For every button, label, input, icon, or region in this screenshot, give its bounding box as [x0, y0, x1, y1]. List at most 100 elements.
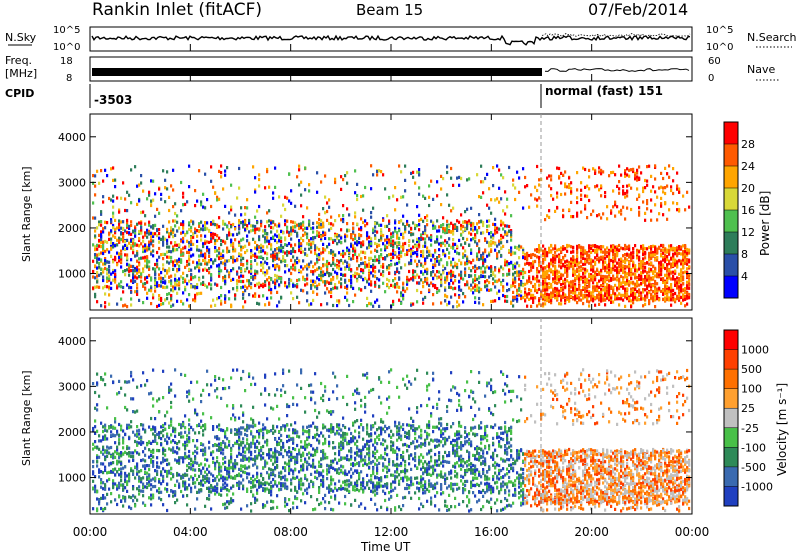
scatter-cell — [618, 264, 621, 268]
scatter-cell — [176, 262, 179, 266]
scatter-cell — [530, 268, 533, 272]
scatter-cell — [206, 262, 209, 266]
scatter-cell — [632, 263, 635, 268]
scatter-cell — [494, 226, 497, 230]
scatter-cell — [214, 258, 217, 262]
scatter-cell — [466, 237, 469, 241]
scatter-cell — [166, 255, 169, 259]
scatter-cell — [558, 289, 561, 293]
scatter-cell — [416, 224, 419, 228]
scatter-cell — [368, 282, 371, 286]
scatter-cell — [176, 279, 179, 283]
scatter-cell — [420, 278, 423, 282]
scatter-cell — [344, 235, 347, 239]
scatter-cell — [648, 258, 651, 262]
scatter-cell — [156, 258, 159, 262]
scatter-cell — [380, 272, 383, 276]
scatter-cell — [206, 285, 209, 289]
scatter-cell — [238, 252, 241, 256]
scatter-cell — [302, 277, 305, 281]
scatter-cell — [312, 290, 315, 294]
scatter-cell — [284, 219, 287, 223]
scatter-cell — [116, 284, 119, 288]
scatter-cell — [462, 252, 465, 256]
scatter-cell — [594, 169, 597, 174]
scatter-cell — [382, 265, 385, 269]
scatter-cell — [672, 288, 675, 292]
scatter-cell — [644, 279, 647, 283]
scatter-cell — [360, 226, 363, 230]
scatter-cell — [452, 226, 455, 230]
scatter-cell — [630, 271, 633, 275]
scatter-cell — [644, 186, 647, 190]
scatter-cell — [96, 266, 99, 270]
scatter-cell — [344, 252, 347, 256]
scatter-cell — [410, 171, 413, 175]
scatter-cell — [134, 242, 137, 246]
scatter-cell — [580, 298, 583, 302]
scatter-cell — [256, 282, 259, 286]
scatter-cell — [148, 265, 151, 269]
scatter-cell — [466, 280, 469, 284]
scatter-cell — [548, 293, 551, 297]
scatter-cell — [664, 260, 667, 264]
scatter-cell — [310, 250, 313, 254]
scatter-cell — [308, 183, 311, 187]
scatter-cell — [224, 274, 227, 278]
scatter-cell — [190, 247, 193, 251]
scatter-cell — [236, 288, 239, 292]
scatter-cell — [652, 265, 655, 269]
scatter-cell — [646, 165, 649, 169]
scatter-cell — [130, 290, 133, 294]
scatter-cell — [154, 223, 157, 227]
scatter-cell — [168, 267, 171, 271]
scatter-cell — [578, 265, 581, 269]
scatter-cell — [656, 291, 659, 295]
scatter-cell — [670, 265, 673, 269]
scatter-cell — [380, 255, 383, 259]
scatter-cell — [458, 280, 461, 284]
scatter-cell — [354, 249, 357, 253]
scatter-cell — [638, 298, 641, 302]
scatter-cell — [362, 220, 365, 225]
scatter-cell — [278, 248, 281, 252]
scatter-cell — [592, 267, 595, 271]
scatter-cell — [278, 195, 281, 199]
scatter-cell — [328, 272, 331, 276]
scatter-cell — [186, 282, 189, 286]
scatter-cell — [356, 222, 359, 226]
scatter-cell — [558, 255, 561, 259]
scatter-cell — [326, 201, 329, 205]
scatter-cell — [650, 276, 653, 280]
scatter-cell — [228, 275, 231, 279]
scatter-cell — [654, 246, 657, 250]
scatter-cell — [648, 262, 651, 266]
scatter-cell — [96, 226, 99, 230]
scatter-cell — [666, 258, 669, 262]
scatter-cell — [374, 300, 377, 304]
scatter-cell — [414, 223, 417, 227]
scatter-cell — [126, 218, 129, 222]
scatter-cell — [524, 299, 527, 303]
scatter-cell — [570, 215, 573, 219]
scatter-cell — [592, 265, 595, 269]
scatter-cell — [266, 252, 269, 256]
scatter-cell — [594, 250, 597, 254]
scatter-cell — [672, 261, 675, 265]
scatter-cell — [378, 223, 381, 227]
scatter-cell — [430, 219, 433, 223]
scatter-cell — [448, 301, 451, 305]
scatter-cell — [212, 260, 215, 264]
scatter-cell — [472, 222, 475, 226]
scatter-cell — [570, 190, 573, 194]
scatter-cell — [156, 228, 159, 233]
scatter-cell — [528, 279, 531, 283]
scatter-cell — [550, 270, 553, 274]
scatter-cell — [126, 209, 129, 213]
scatter-cell — [608, 264, 611, 268]
scatter-cell — [228, 231, 231, 235]
scatter-cell — [602, 212, 605, 216]
scatter-cell — [190, 236, 193, 240]
scatter-cell — [544, 288, 547, 292]
scatter-cell — [330, 215, 333, 219]
